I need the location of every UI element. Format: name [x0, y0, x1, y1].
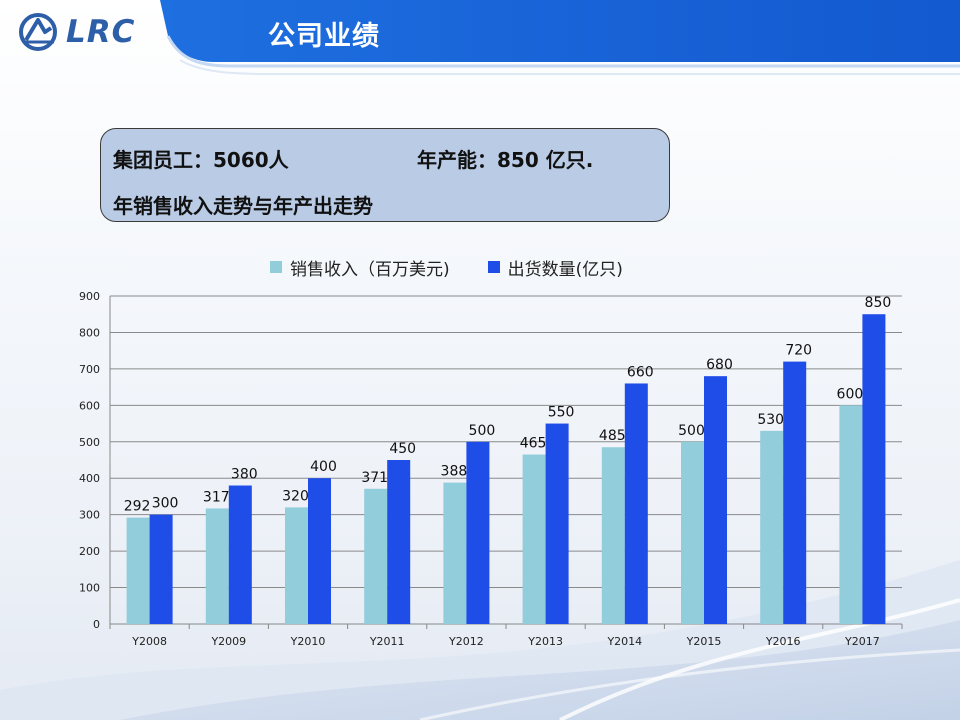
- x-tick-label: Y2013: [527, 635, 563, 648]
- chart-legend: 销售收入（百万美元) 出货数量(亿只): [270, 255, 661, 280]
- legend-item-series-2: 出货数量(亿只): [487, 255, 623, 280]
- y-tick-label: 600: [79, 399, 100, 412]
- bar-series-1: [126, 517, 150, 624]
- info-line-1: 集团员工：5060人 年产能：850 亿只.: [113, 144, 593, 173]
- bar-series-1: [522, 454, 546, 624]
- data-label-series-1: 500: [678, 423, 705, 439]
- x-tick-label: Y2010: [290, 635, 326, 648]
- data-label-series-2: 500: [469, 423, 496, 439]
- bar-series-1: [760, 430, 784, 624]
- x-tick-label: Y2012: [448, 635, 484, 648]
- logo-text: LRC: [66, 14, 136, 50]
- data-label-series-2: 300: [152, 496, 179, 512]
- bar-series-1: [443, 482, 467, 624]
- bar-series-1: [285, 507, 308, 624]
- data-label-series-1: 600: [837, 386, 864, 402]
- bar-series-1: [364, 488, 388, 624]
- y-tick-label: 400: [79, 472, 100, 485]
- bar-series-1: [681, 441, 704, 624]
- y-tick-label: 900: [79, 290, 100, 303]
- data-label-series-1: 320: [282, 488, 309, 504]
- data-label-series-2: 720: [785, 343, 812, 359]
- bar-series-2: [862, 314, 886, 624]
- bar-series-1: [205, 508, 229, 624]
- bar-series-2: [228, 485, 252, 624]
- y-tick-label: 700: [79, 363, 100, 376]
- y-tick-label: 0: [93, 618, 100, 631]
- data-label-series-1: 485: [599, 428, 626, 444]
- data-label-series-2: 660: [627, 364, 654, 380]
- bar-series-2: [387, 460, 411, 624]
- legend-swatch-series-1: [270, 261, 282, 273]
- bar-series-1: [839, 405, 863, 624]
- x-tick-label: Y2009: [210, 635, 246, 648]
- data-label-series-2: 850: [865, 295, 892, 311]
- bar-series-2: [624, 383, 648, 624]
- x-tick-label: Y2011: [369, 635, 405, 648]
- bar-series-1: [601, 447, 625, 624]
- x-tick-label: Y2017: [844, 635, 880, 648]
- y-tick-label: 100: [79, 582, 100, 595]
- legend-label-series-1: 销售收入（百万美元): [290, 259, 450, 280]
- info-box: 集团员工：5060人 年产能：850 亿只. 年销售收入走势与年产出走势: [100, 128, 670, 222]
- annual-capacity: 年产能：850 亿只.: [417, 148, 594, 172]
- y-tick-label: 800: [79, 326, 100, 339]
- data-label-series-1: 530: [757, 412, 784, 428]
- y-tick-label: 500: [79, 436, 100, 449]
- legend-swatch-series-2: [487, 261, 500, 273]
- logo-emblem-icon: [19, 13, 57, 51]
- data-label-series-2: 450: [389, 441, 416, 457]
- data-label-series-2: 550: [548, 405, 575, 421]
- y-tick-label: 200: [79, 545, 100, 558]
- x-tick-label: Y2015: [686, 635, 722, 648]
- bar-series-2: [308, 478, 331, 624]
- data-label-series-2: 380: [231, 467, 258, 483]
- data-label-series-1: 465: [520, 436, 547, 452]
- x-tick-label: Y2014: [606, 635, 642, 648]
- legend-item-series-1: 销售收入（百万美元): [270, 255, 450, 280]
- data-label-series-1: 317: [203, 489, 230, 505]
- legend-label-series-2: 出货数量(亿只): [507, 259, 623, 280]
- bar-series-2: [545, 423, 569, 624]
- bar-series-2: [704, 376, 727, 624]
- chart-subtitle: 年销售收入走势与年产出走势: [113, 194, 373, 218]
- data-label-series-2: 680: [706, 357, 733, 373]
- data-label-series-1: 371: [361, 470, 388, 486]
- company-logo: LRC: [18, 10, 158, 54]
- bar-series-2: [783, 361, 807, 624]
- x-tick-label: Y2008: [131, 635, 167, 648]
- data-label-series-1: 292: [124, 499, 151, 515]
- data-label-series-1: 388: [441, 464, 468, 480]
- data-label-series-2: 400: [310, 459, 337, 475]
- employee-count: 集团员工：5060人: [113, 148, 289, 172]
- y-tick-label: 300: [79, 509, 100, 522]
- bar-series-2: [149, 514, 173, 624]
- page-title: 公司业绩: [268, 21, 380, 52]
- x-tick-label: Y2016: [765, 635, 801, 648]
- bar-series-2: [466, 441, 490, 624]
